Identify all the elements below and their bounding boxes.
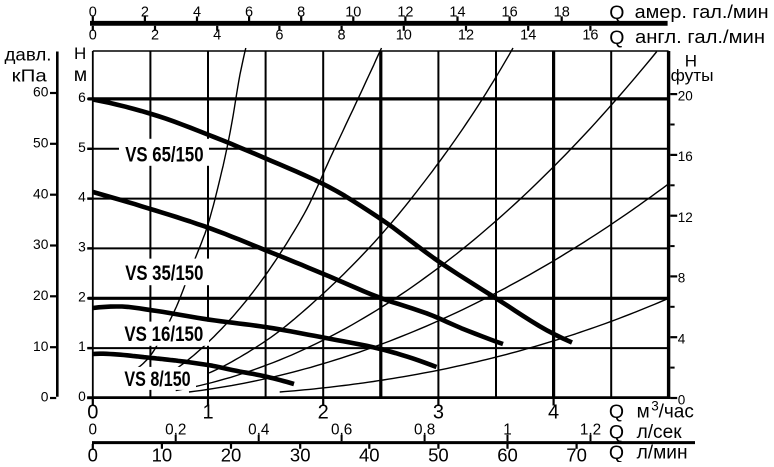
svg-text:л/мин: л/мин [637,443,688,463]
svg-text:12: 12 [678,210,693,225]
svg-text:4: 4 [213,28,221,44]
svg-text:VS 16/150: VS 16/150 [124,323,203,346]
svg-text:8: 8 [678,271,686,286]
svg-text:H: H [74,44,86,63]
svg-text:0,4: 0,4 [248,421,270,438]
svg-text:60: 60 [33,85,49,100]
svg-text:/час: /час [659,402,694,423]
svg-text:кПа: кПа [12,65,47,85]
svg-text:10: 10 [152,444,173,462]
svg-text:0,8: 0,8 [414,421,435,438]
svg-text:3: 3 [651,399,659,414]
svg-text:6: 6 [78,90,86,105]
svg-text:0: 0 [89,28,97,44]
svg-text:20: 20 [678,88,693,103]
svg-text:л/сек: л/сек [637,422,683,443]
svg-text:2: 2 [151,28,159,44]
svg-text:8: 8 [297,5,305,21]
svg-text:4: 4 [78,190,86,205]
svg-text:6: 6 [275,28,283,44]
svg-text:14: 14 [520,28,536,44]
svg-text:VS 35/150: VS 35/150 [125,262,203,285]
svg-text:H: H [685,52,697,71]
svg-text:2: 2 [141,5,149,21]
svg-text:2: 2 [78,289,86,304]
svg-text:18: 18 [554,5,570,21]
svg-text:м: м [74,64,87,86]
svg-text:5: 5 [78,140,86,155]
svg-text:0,6: 0,6 [331,421,352,438]
svg-text:0: 0 [41,390,49,405]
svg-text:0: 0 [89,421,98,438]
svg-text:12: 12 [397,5,413,21]
svg-text:60: 60 [497,444,518,462]
svg-text:70: 70 [566,444,587,462]
svg-text:3: 3 [78,239,86,254]
svg-text:14: 14 [449,5,465,21]
svg-text:4: 4 [678,332,686,347]
svg-text:0,2: 0,2 [165,421,186,438]
svg-text:0: 0 [87,402,98,424]
svg-text:50: 50 [33,135,49,150]
svg-text:м: м [637,402,650,423]
svg-text:10: 10 [345,5,361,21]
svg-text:амер. гал./мин: амер. гал./мин [635,1,769,22]
svg-text:30: 30 [33,237,49,252]
svg-text:1,2: 1,2 [580,421,601,438]
svg-text:0: 0 [678,392,686,407]
svg-text:10: 10 [396,28,412,44]
svg-text:давл.: давл. [5,44,52,64]
svg-text:30: 30 [290,444,311,462]
svg-text:16: 16 [582,28,598,44]
svg-text:2: 2 [318,402,329,424]
svg-text:3: 3 [433,402,444,424]
svg-text:0: 0 [78,389,86,404]
svg-text:1: 1 [78,339,86,354]
svg-text:40: 40 [359,444,380,462]
svg-text:8: 8 [338,28,346,44]
svg-text:Q: Q [609,27,624,49]
svg-text:1: 1 [503,421,512,438]
svg-text:Q: Q [609,2,624,24]
svg-text:Q: Q [609,401,624,423]
svg-text:10: 10 [33,339,49,354]
svg-text:Q: Q [609,442,624,462]
svg-text:футы: футы [671,67,714,85]
svg-text:Q: Q [609,421,624,443]
svg-text:20: 20 [33,288,49,303]
svg-text:4: 4 [193,5,201,21]
svg-text:20: 20 [221,444,242,462]
svg-text:0: 0 [89,5,97,21]
svg-text:VS 65/150: VS 65/150 [125,143,203,166]
svg-text:6: 6 [245,5,253,21]
svg-text:40: 40 [33,186,49,201]
svg-text:16: 16 [678,149,693,164]
svg-text:VS 8/150: VS 8/150 [124,368,190,391]
svg-text:0: 0 [88,444,98,462]
svg-text:4: 4 [548,402,559,424]
svg-text:англ. гал./мин: англ. гал./мин [635,26,765,47]
svg-text:12: 12 [458,28,474,44]
svg-text:50: 50 [428,444,449,462]
svg-text:1: 1 [202,402,213,424]
svg-text:16: 16 [502,5,518,21]
